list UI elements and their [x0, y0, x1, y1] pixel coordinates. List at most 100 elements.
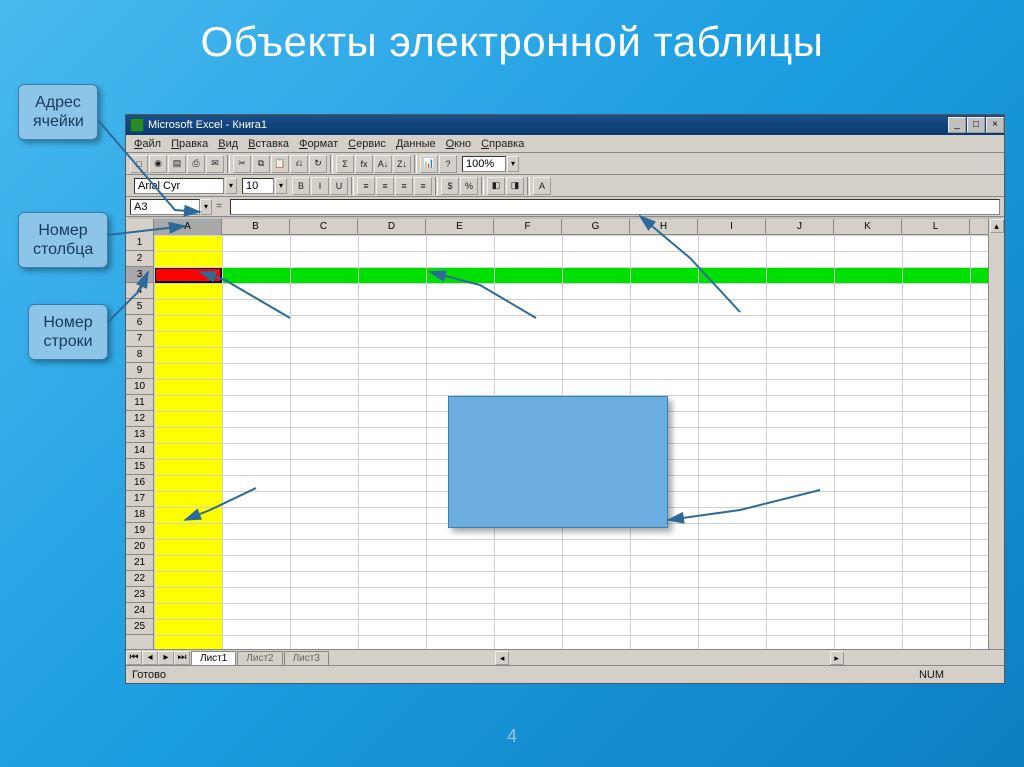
format-button[interactable]: A: [533, 177, 551, 195]
scroll-right-button[interactable]: ▸: [830, 651, 844, 665]
row-header-8[interactable]: 8: [126, 347, 153, 363]
menu-Правка[interactable]: Правка: [167, 138, 212, 150]
row-header-11[interactable]: 11: [126, 395, 153, 411]
column-header-I[interactable]: I: [698, 219, 766, 235]
format-button[interactable]: ≡: [414, 177, 432, 195]
column-header-J[interactable]: J: [766, 219, 834, 235]
horizontal-scrollbar[interactable]: ◂ ▸: [335, 651, 1004, 665]
row-header-25[interactable]: 25: [126, 619, 153, 635]
row-header-2[interactable]: 2: [126, 251, 153, 267]
size-dropdown[interactable]: ▾: [275, 178, 287, 194]
toolbar-button[interactable]: Z↓: [393, 155, 411, 173]
sheet-tab-Лист2[interactable]: Лист2: [237, 651, 282, 665]
tab-nav-next[interactable]: ▸: [158, 651, 174, 665]
row-header-9[interactable]: 9: [126, 363, 153, 379]
menu-Вставка[interactable]: Вставка: [244, 138, 293, 150]
tab-nav-first[interactable]: ⏮: [126, 651, 142, 665]
toolbar-button[interactable]: Σ: [336, 155, 354, 173]
column-header-C[interactable]: C: [290, 219, 358, 235]
row-header-20[interactable]: 20: [126, 539, 153, 555]
toolbar-button[interactable]: ✉: [206, 155, 224, 173]
row-header-22[interactable]: 22: [126, 571, 153, 587]
column-header-G[interactable]: G: [562, 219, 630, 235]
scroll-up-button[interactable]: ▴: [990, 219, 1004, 233]
column-header-A[interactable]: A: [154, 219, 222, 235]
toolbar-button[interactable]: fx: [355, 155, 373, 173]
row-header-5[interactable]: 5: [126, 299, 153, 315]
maximize-button[interactable]: □: [967, 117, 985, 133]
format-button[interactable]: ◨: [506, 177, 524, 195]
format-button[interactable]: B: [292, 177, 310, 195]
scroll-left-button[interactable]: ◂: [495, 651, 509, 665]
font-size-box[interactable]: 10: [242, 178, 274, 194]
font-name-box[interactable]: Arial Cyr: [134, 178, 224, 194]
column-header-H[interactable]: H: [630, 219, 698, 235]
toolbar-button[interactable]: ⎌: [290, 155, 308, 173]
row-header-23[interactable]: 23: [126, 587, 153, 603]
toolbar-button[interactable]: 📋: [271, 155, 289, 173]
column-header-F[interactable]: F: [494, 219, 562, 235]
menu-Окно[interactable]: Окно: [442, 138, 476, 150]
row-header-13[interactable]: 13: [126, 427, 153, 443]
row-header-17[interactable]: 17: [126, 491, 153, 507]
toolbar-button[interactable]: ↻: [309, 155, 327, 173]
menu-Формат[interactable]: Формат: [295, 138, 342, 150]
font-dropdown[interactable]: ▾: [225, 178, 237, 194]
column-header-D[interactable]: D: [358, 219, 426, 235]
row-header-3[interactable]: 3: [126, 267, 153, 283]
menu-Сервис[interactable]: Сервис: [344, 138, 390, 150]
row-header-6[interactable]: 6: [126, 315, 153, 331]
format-button[interactable]: ≡: [357, 177, 375, 195]
row-header-10[interactable]: 10: [126, 379, 153, 395]
toolbar-button[interactable]: ?: [439, 155, 457, 173]
select-all-corner[interactable]: [126, 219, 154, 235]
column-header-K[interactable]: K: [834, 219, 902, 235]
row-header-14[interactable]: 14: [126, 443, 153, 459]
format-button[interactable]: ◧: [487, 177, 505, 195]
format-button[interactable]: ≡: [376, 177, 394, 195]
sheet-tab-Лист1[interactable]: Лист1: [191, 651, 236, 665]
toolbar-button[interactable]: A↓: [374, 155, 392, 173]
row-header-19[interactable]: 19: [126, 523, 153, 539]
toolbar-button[interactable]: □: [130, 155, 148, 173]
format-button[interactable]: %: [460, 177, 478, 195]
window-title: Microsoft Excel - Книга1: [148, 119, 267, 131]
row-header-15[interactable]: 15: [126, 459, 153, 475]
row-header-18[interactable]: 18: [126, 507, 153, 523]
zoom-box[interactable]: 100%: [462, 156, 506, 172]
menu-Данные[interactable]: Данные: [392, 138, 440, 150]
row-header-24[interactable]: 24: [126, 603, 153, 619]
tab-nav-last[interactable]: ⏭: [174, 651, 190, 665]
name-box[interactable]: A3: [130, 199, 200, 215]
tab-nav-prev[interactable]: ◂: [142, 651, 158, 665]
row-header-7[interactable]: 7: [126, 331, 153, 347]
menu-Вид[interactable]: Вид: [214, 138, 242, 150]
row-header-16[interactable]: 16: [126, 475, 153, 491]
column-header-L[interactable]: L: [902, 219, 970, 235]
toolbar-button[interactable]: 📊: [420, 155, 438, 173]
close-button[interactable]: ×: [986, 117, 1004, 133]
menu-Файл[interactable]: Файл: [130, 138, 165, 150]
row-header-4[interactable]: 4: [126, 283, 153, 299]
formula-bar[interactable]: [230, 199, 1000, 215]
menu-Справка[interactable]: Справка: [477, 138, 528, 150]
row-header-21[interactable]: 21: [126, 555, 153, 571]
format-button[interactable]: I: [311, 177, 329, 195]
row-header-1[interactable]: 1: [126, 235, 153, 251]
zoom-dropdown[interactable]: ▾: [507, 156, 519, 172]
minimize-button[interactable]: _: [948, 117, 966, 133]
row-header-12[interactable]: 12: [126, 411, 153, 427]
format-button[interactable]: U: [330, 177, 348, 195]
vertical-scrollbar[interactable]: ▴: [988, 219, 1004, 649]
toolbar-button[interactable]: ✂: [233, 155, 251, 173]
name-dropdown[interactable]: ▾: [200, 199, 212, 215]
format-button[interactable]: $: [441, 177, 459, 195]
column-header-E[interactable]: E: [426, 219, 494, 235]
toolbar-button[interactable]: ▤: [168, 155, 186, 173]
sheet-tab-Лист3[interactable]: Лист3: [284, 651, 329, 665]
column-header-B[interactable]: B: [222, 219, 290, 235]
toolbar-button[interactable]: ◉: [149, 155, 167, 173]
toolbar-button[interactable]: ⧉: [252, 155, 270, 173]
toolbar-button[interactable]: ⎙: [187, 155, 205, 173]
format-button[interactable]: ≡: [395, 177, 413, 195]
